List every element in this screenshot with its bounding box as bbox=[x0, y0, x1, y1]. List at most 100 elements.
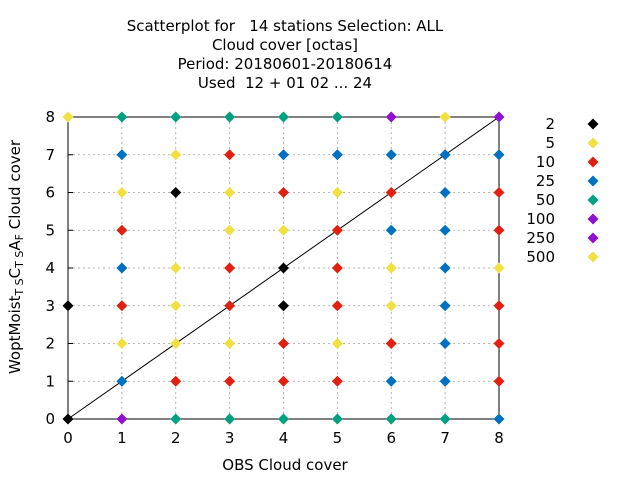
x-tick-label: 0 bbox=[63, 429, 73, 447]
data-point bbox=[278, 300, 289, 312]
data-point bbox=[278, 375, 289, 387]
data-point bbox=[116, 187, 128, 198]
x-tick-label: 8 bbox=[494, 429, 504, 447]
x-axis-label: OBS Cloud cover bbox=[222, 456, 348, 474]
x-tick-label: 5 bbox=[333, 429, 343, 447]
chart-title-line-2: Cloud cover [octas] bbox=[211, 36, 359, 54]
legend-marker bbox=[587, 232, 599, 244]
y-label-part: C bbox=[6, 267, 24, 279]
data-point bbox=[278, 111, 289, 123]
data-point bbox=[439, 187, 451, 198]
data-point bbox=[170, 300, 182, 312]
legend-label: 100 bbox=[526, 210, 555, 228]
legend-label: 50 bbox=[536, 191, 555, 209]
data-point bbox=[493, 375, 505, 387]
data-point bbox=[493, 187, 505, 198]
chart-title-line-3: Period: 20180601-20180614 bbox=[177, 55, 393, 73]
data-point bbox=[224, 300, 236, 312]
x-tick-label: 4 bbox=[279, 429, 289, 447]
data-point bbox=[224, 262, 236, 274]
y-axis-label: WoptMoistT SCT SAF Cloud cover bbox=[6, 140, 26, 374]
data-point bbox=[439, 338, 451, 349]
y-tick-label: 7 bbox=[45, 146, 55, 164]
data-point bbox=[331, 224, 343, 236]
axis-ticks: 0 1 2 3 4 5 6 7 8 0 1 2 3 4 5 6 7 8 bbox=[45, 108, 503, 447]
data-point bbox=[331, 338, 343, 349]
data-points bbox=[62, 111, 505, 425]
data-point bbox=[439, 300, 451, 312]
data-point bbox=[224, 375, 236, 387]
data-point bbox=[385, 375, 397, 387]
data-point bbox=[331, 413, 343, 425]
y-tick-label: 4 bbox=[45, 259, 55, 277]
chart-title-line-1: Scatterplot for 14 stations Selection: A… bbox=[126, 17, 444, 35]
x-tick-label: 3 bbox=[225, 429, 235, 447]
legend-marker bbox=[587, 156, 599, 168]
data-point bbox=[62, 111, 74, 123]
data-point bbox=[278, 338, 289, 349]
y-label-sub: T S bbox=[13, 278, 26, 296]
chart-title-line-4: Used 12 + 01 02 ... 24 bbox=[197, 74, 373, 92]
x-tick-label: 6 bbox=[386, 429, 396, 447]
legend-label: 250 bbox=[526, 229, 555, 247]
data-point bbox=[170, 413, 182, 425]
data-point bbox=[493, 111, 505, 123]
data-point bbox=[224, 224, 236, 236]
data-point bbox=[493, 224, 505, 236]
data-point bbox=[278, 413, 289, 425]
data-point bbox=[116, 224, 128, 236]
legend-label: 10 bbox=[536, 153, 555, 171]
data-point bbox=[331, 149, 343, 161]
data-point bbox=[116, 111, 128, 123]
data-point bbox=[116, 413, 128, 425]
data-point bbox=[385, 111, 397, 123]
data-point bbox=[224, 413, 236, 425]
data-point bbox=[331, 187, 343, 198]
y-label-sub: T S bbox=[13, 250, 26, 268]
legend-label: 2 bbox=[545, 115, 555, 133]
y-label-sub: F bbox=[13, 234, 26, 241]
data-point bbox=[439, 413, 451, 425]
data-point bbox=[439, 149, 451, 161]
legend-label: 25 bbox=[536, 172, 555, 190]
data-point bbox=[493, 300, 505, 312]
legend-marker bbox=[587, 213, 599, 225]
data-point bbox=[116, 300, 128, 312]
x-tick-label: 2 bbox=[171, 429, 181, 447]
data-point bbox=[170, 375, 182, 387]
data-point bbox=[278, 224, 289, 236]
data-point bbox=[385, 187, 397, 198]
data-point bbox=[170, 149, 182, 161]
data-point bbox=[385, 262, 397, 274]
y-tick-label: 8 bbox=[45, 108, 55, 126]
data-point bbox=[278, 149, 289, 161]
y-label-part: A bbox=[6, 240, 24, 251]
legend-marker bbox=[587, 118, 599, 130]
data-point bbox=[224, 338, 236, 349]
x-tick-label: 1 bbox=[117, 429, 127, 447]
legend-marker bbox=[587, 194, 599, 206]
data-point bbox=[224, 149, 236, 161]
y-tick-label: 3 bbox=[45, 297, 55, 315]
data-point bbox=[331, 111, 343, 123]
data-point bbox=[493, 262, 505, 274]
data-point bbox=[170, 187, 182, 198]
data-point bbox=[385, 338, 397, 349]
data-point bbox=[439, 375, 451, 387]
data-point bbox=[224, 187, 236, 198]
data-point bbox=[385, 300, 397, 312]
data-point bbox=[493, 413, 505, 425]
legend-label: 5 bbox=[545, 134, 555, 152]
y-tick-label: 0 bbox=[45, 410, 55, 428]
data-point bbox=[278, 187, 289, 198]
data-point bbox=[385, 224, 397, 236]
data-point bbox=[331, 300, 343, 312]
data-point bbox=[170, 262, 182, 274]
data-point bbox=[493, 338, 505, 349]
y-label-part: Cloud cover bbox=[6, 139, 24, 235]
legend-label: 500 bbox=[526, 248, 555, 266]
data-point bbox=[278, 262, 289, 274]
x-tick-label: 7 bbox=[440, 429, 450, 447]
data-point bbox=[116, 375, 128, 387]
